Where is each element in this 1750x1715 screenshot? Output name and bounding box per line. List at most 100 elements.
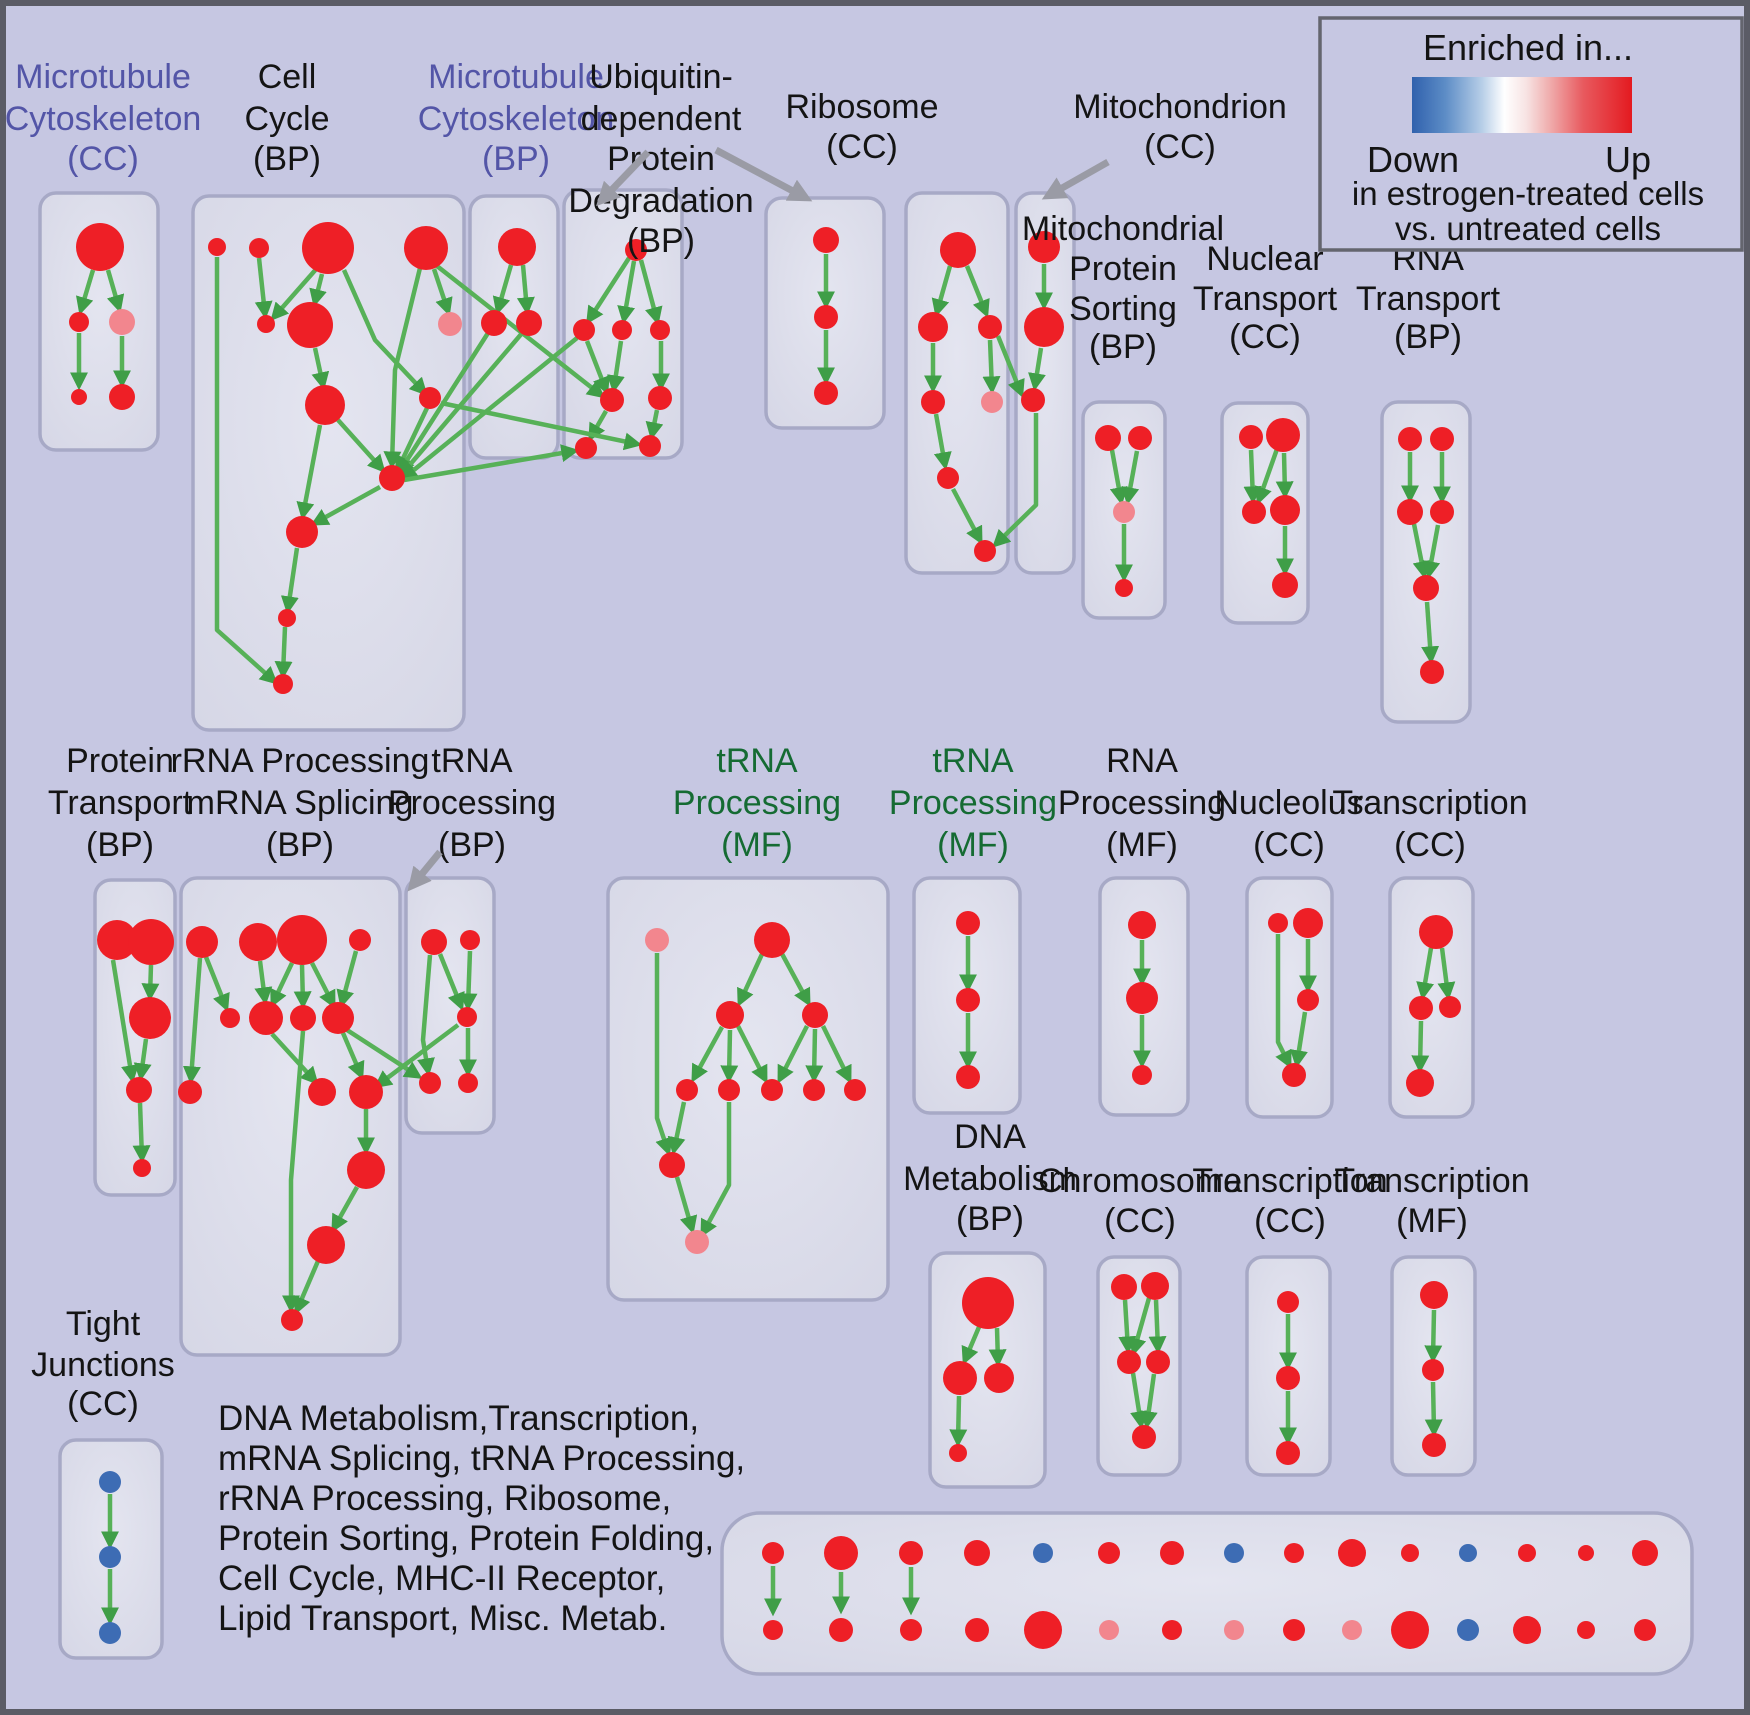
label-line-mito-protein-sorting-1: Protein (1069, 250, 1177, 288)
edge-trna-processing-mf-large-8 (654, 953, 673, 1157)
node-transcription-cc-lower-0 (1277, 1291, 1299, 1313)
label-line-mito-protein-sorting-2: Sorting (1069, 290, 1177, 328)
node-ubiquitin-degradation-4 (600, 388, 624, 412)
label-rrna-processing-mrna-splicing: rRNA Processing mRNA Splicing (BP) (171, 742, 430, 864)
bottom-strip-bottom-node-9 (1342, 1620, 1362, 1640)
label-line-trna-processing-bp-0: tRNA (431, 742, 513, 780)
edge-rrna-processing-mrna-splicing-10 (331, 1185, 359, 1233)
label-line-mito-protein-sorting-0: Mitochondrial (1022, 210, 1224, 248)
node-chromosome-cc-1 (1141, 1272, 1169, 1300)
edge-rrna-processing-mrna-splicing-11 (293, 1260, 321, 1315)
node-trna-processing-bp-0 (421, 929, 447, 955)
node-trna-processing-mf-large-1 (754, 922, 790, 958)
node-transcription-cc-lower-2 (1276, 1441, 1300, 1465)
label-line-nuclear-transport-2: (CC) (1229, 318, 1301, 356)
cross-edge-cellcycle-m1-to-ubi1-bottom (440, 400, 643, 451)
node-rrna-processing-mrna-splicing-5 (249, 1001, 283, 1035)
node-microtubule-bp-1 (481, 310, 507, 336)
edge-cell-cycle-12 (280, 547, 300, 615)
node-cell-cycle-0 (208, 238, 226, 256)
node-rrna-processing-mrna-splicing-3 (349, 929, 371, 951)
edge-cell-cycle-0 (214, 257, 279, 685)
cross-edge-cellcycle-m2-to-ubi1-bottom (403, 444, 580, 483)
bottom-strip-top-node-8 (1284, 1543, 1304, 1563)
label-line-nuclear-transport-0: Nuclear (1206, 240, 1323, 278)
bottom-strip-bottom-node-4 (1024, 1611, 1062, 1649)
misc-terms-line-5: Lipid Transport, Misc. Metab. (218, 1599, 667, 1638)
edge-ubiquitin-degradation-0 (586, 256, 631, 325)
group-box-bottom-strip (720, 1511, 1694, 1676)
edge-trna-processing-mf-large-3 (720, 1029, 739, 1084)
label-trna-processing-mf-small: tRNA Processing (MF) (889, 742, 1057, 864)
edge-transcription-cc-upper-0 (1416, 947, 1434, 1001)
bottom-strip-top-node-2 (899, 1541, 923, 1565)
edge-ubiquitin-degradation-2 (638, 259, 663, 326)
ubiquitin-right-pointer (714, 146, 813, 202)
bottom-strip-top-node-13 (1578, 1545, 1594, 1561)
node-cell-cycle-2 (302, 222, 354, 274)
edge-transcription-mf-0 (1424, 1309, 1443, 1364)
edge-trna-processing-mf-large-2 (691, 1025, 724, 1083)
node-protein-transport-1 (128, 919, 174, 965)
label-line-microtubule-bp-0: Microtubule (428, 58, 604, 96)
label-trna-processing-bp: tRNA Processing (BP) (388, 742, 556, 864)
bottom-strip-top-node-14 (1632, 1540, 1658, 1566)
node-trna-processing-mf-large-10 (685, 1230, 709, 1254)
label-line-tight-junctions-cc-2: (CC) (67, 1385, 139, 1423)
edge-rna-transport-3 (1422, 524, 1441, 580)
label-line-transcription-cc-lower-1: (CC) (1254, 1202, 1326, 1240)
node-cell-cycle-1 (249, 238, 269, 258)
node-tight-junctions-cc-1 (99, 1546, 121, 1568)
edge-ribosome-cc-5 (951, 487, 983, 545)
node-mito-protein-sorting-1 (1128, 426, 1152, 450)
label-dna-metabolism: DNA Metabolism(BP) (903, 1118, 1077, 1238)
node-transcription-mf-2 (1422, 1433, 1446, 1457)
node-transcription-cc-upper-1 (1409, 996, 1433, 1020)
node-cell-cycle-7 (305, 385, 345, 425)
edge-rrna-processing-mrna-splicing-0 (203, 956, 230, 1013)
edge-chromosome-cc-1 (1128, 1297, 1152, 1357)
ubiquitin-left-pointer (596, 149, 651, 207)
label-line-transcription-mf-0: Transcription (1334, 1162, 1529, 1200)
node-chromosome-cc-4 (1132, 1425, 1156, 1449)
label-line-mitochondrion-cc-0: Mitochondrion (1073, 88, 1287, 126)
node-trna-processing-mf-small-0 (956, 911, 980, 935)
group-box-trna-processing-mf-large (606, 876, 890, 1302)
node-ribosome-cc-4 (981, 391, 1003, 413)
label-line-protein-transport-2: (BP) (86, 826, 154, 864)
edge-cell-cycle-2 (270, 265, 320, 322)
node-nucleolus-cc-0 (1268, 913, 1288, 933)
node-trna-processing-mf-large-2 (716, 1001, 744, 1029)
node-cell-cycle-6 (438, 312, 462, 336)
node-trna-processing-bp-4 (458, 1073, 478, 1093)
label-nucleolus-cc: Nucleolus (CC) (1214, 784, 1363, 864)
node-mitochondrion-cc-1 (1024, 307, 1064, 347)
label-line-ubiquitin-degradation-2: Protein (607, 140, 715, 178)
edge-trna-processing-mf-large-4 (735, 1024, 768, 1084)
edge-rrna-processing-mrna-splicing-6 (336, 950, 359, 1009)
label-line-trna-processing-mf-large-1: Processing (673, 784, 841, 822)
node-cell-cycle-8 (419, 387, 441, 409)
node-rrna-processing-mrna-splicing-13 (281, 1309, 303, 1331)
layer-nodes (69, 222, 1658, 1649)
label-line-rna-processing-mf-2: (MF) (1106, 826, 1178, 864)
node-nuclear-transport-4 (1272, 572, 1298, 598)
bottom-strip-top-node-7 (1224, 1543, 1244, 1563)
bottom-strip-top-node-12 (1518, 1544, 1536, 1562)
edge-nuclear-transport-1 (1254, 448, 1280, 506)
edge-microtubule-bp-0 (492, 264, 514, 316)
edge-trna-processing-bp-1 (437, 953, 465, 1012)
edge-protein-transport-3 (132, 1102, 151, 1164)
misc-terms-line-4: Cell Cycle, MHC-II Receptor, (218, 1559, 665, 1598)
node-mitochondrion-cc-2 (1021, 388, 1045, 412)
cross-edge-rrna-to-trnabp (345, 1028, 423, 1079)
label-line-trna-processing-mf-large-2: (MF) (721, 826, 793, 864)
node-rna-transport-3 (1430, 500, 1454, 524)
misc-terms-line-2: rRNA Processing, Ribosome, (218, 1479, 671, 1518)
label-microtubule-bp: Microtubule Cytoskeleton(BP) (418, 58, 615, 178)
edge-ubiquitin-degradation-1 (617, 260, 637, 325)
node-chromosome-cc-0 (1111, 1274, 1137, 1300)
